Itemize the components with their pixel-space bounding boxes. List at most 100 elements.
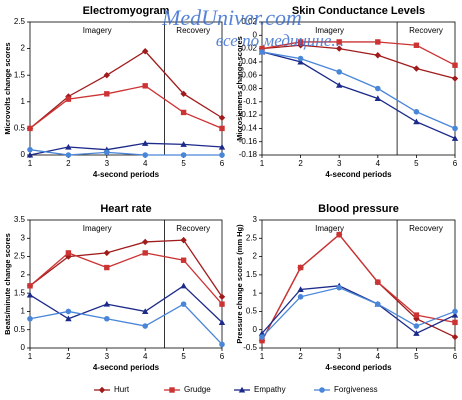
marker: [103, 72, 110, 79]
y-axis-label: Microsiemens change scores: [235, 36, 244, 141]
y-axis-label: Pressure change scores (mm Hg): [235, 224, 244, 344]
marker: [413, 118, 420, 125]
region-label: Recovery: [409, 26, 443, 35]
marker: [218, 319, 226, 325]
marker: [180, 301, 187, 307]
y-tick-label: 2.5: [14, 252, 26, 261]
marker: [451, 75, 459, 82]
legend-label: Empathy: [254, 385, 286, 394]
marker: [297, 39, 304, 45]
series-line: [29, 149, 222, 156]
marker: [375, 39, 381, 45]
marker: [65, 315, 72, 322]
y-tick-label: 2: [21, 270, 26, 279]
x-tick-label: 1: [260, 159, 265, 168]
y-tick-label: -0.12: [239, 110, 258, 119]
y-tick-label: 0.5: [14, 124, 26, 133]
x-tick-label: 3: [105, 159, 110, 168]
marker: [142, 323, 148, 329]
marker: [142, 83, 148, 89]
y-tick-label: -0.06: [239, 70, 258, 79]
y-tick-label: 0.5: [14, 325, 26, 334]
chart-title: Skin Conductance Levels: [292, 5, 425, 17]
series-line: [29, 85, 223, 130]
marker: [259, 45, 265, 52]
chart-title: Electromyogram: [83, 5, 170, 17]
marker: [65, 152, 72, 158]
x-tick-label: 6: [220, 352, 225, 361]
marker: [103, 300, 110, 307]
marker: [27, 283, 33, 289]
series-line: [261, 44, 456, 80]
marker: [219, 341, 225, 348]
y-tick-label: 3.5: [14, 215, 26, 224]
marker: [218, 114, 226, 121]
y-tick-label: 0.5: [246, 307, 258, 316]
y-tick-label: -0.08: [239, 84, 258, 93]
x-tick-label: 6: [220, 159, 225, 168]
marker: [65, 250, 72, 256]
y-tick-label: -0.18: [239, 150, 258, 159]
y-tick-label: 0: [21, 343, 26, 352]
marker: [452, 62, 458, 68]
marker: [219, 152, 225, 158]
region-label: Imagery: [83, 224, 112, 233]
region-label: Imagery: [83, 26, 112, 35]
marker: [142, 140, 149, 146]
series-line: [29, 284, 223, 323]
marker: [104, 264, 110, 271]
marker: [259, 334, 265, 340]
marker: [336, 39, 342, 45]
y-tick-label: 1.5: [246, 270, 258, 279]
marker: [98, 386, 106, 394]
marker: [65, 308, 72, 315]
series-line: [29, 252, 223, 305]
series-line: [261, 51, 456, 129]
watermark-title: MedUniver.com: [161, 5, 302, 30]
marker: [297, 55, 304, 62]
marker: [104, 149, 110, 156]
marker: [374, 52, 381, 59]
region-label: Imagery: [315, 26, 344, 35]
x-tick-label: 1: [28, 159, 33, 168]
marker: [142, 308, 149, 314]
marker: [238, 386, 246, 393]
x-axis-label: 4-second periods: [325, 170, 392, 179]
series-line: [261, 285, 456, 335]
y-tick-label: 1: [253, 288, 258, 297]
legend-label: Hurt: [114, 385, 130, 394]
marker: [180, 90, 187, 98]
series-line: [29, 303, 223, 345]
series-line: [29, 50, 223, 129]
x-tick-label: 5: [181, 352, 186, 361]
y-tick-label: -0.5: [243, 343, 257, 352]
marker: [413, 330, 420, 336]
marker: [180, 152, 187, 158]
marker: [180, 141, 187, 147]
x-tick-label: 2: [298, 159, 303, 168]
marker: [142, 250, 148, 256]
y-tick-label: 3: [21, 233, 26, 242]
region-label: Recovery: [409, 224, 443, 233]
marker: [169, 387, 175, 393]
marker: [297, 286, 304, 293]
x-tick-label: 4: [143, 352, 148, 361]
x-tick-label: 1: [260, 352, 265, 361]
region-label: Recovery: [176, 26, 210, 35]
series-line: [261, 286, 456, 338]
marker: [142, 238, 149, 246]
marker: [375, 279, 381, 285]
marker: [297, 264, 304, 271]
marker: [259, 337, 265, 344]
marker: [26, 291, 34, 298]
x-tick-label: 2: [66, 159, 71, 168]
y-tick-label: 2.5: [14, 17, 26, 26]
x-tick-label: 4: [376, 352, 381, 361]
marker: [413, 323, 420, 329]
marker: [180, 109, 187, 116]
marker: [27, 125, 33, 132]
y-tick-label: 0: [253, 30, 258, 39]
y-tick-label: 2: [253, 252, 258, 261]
